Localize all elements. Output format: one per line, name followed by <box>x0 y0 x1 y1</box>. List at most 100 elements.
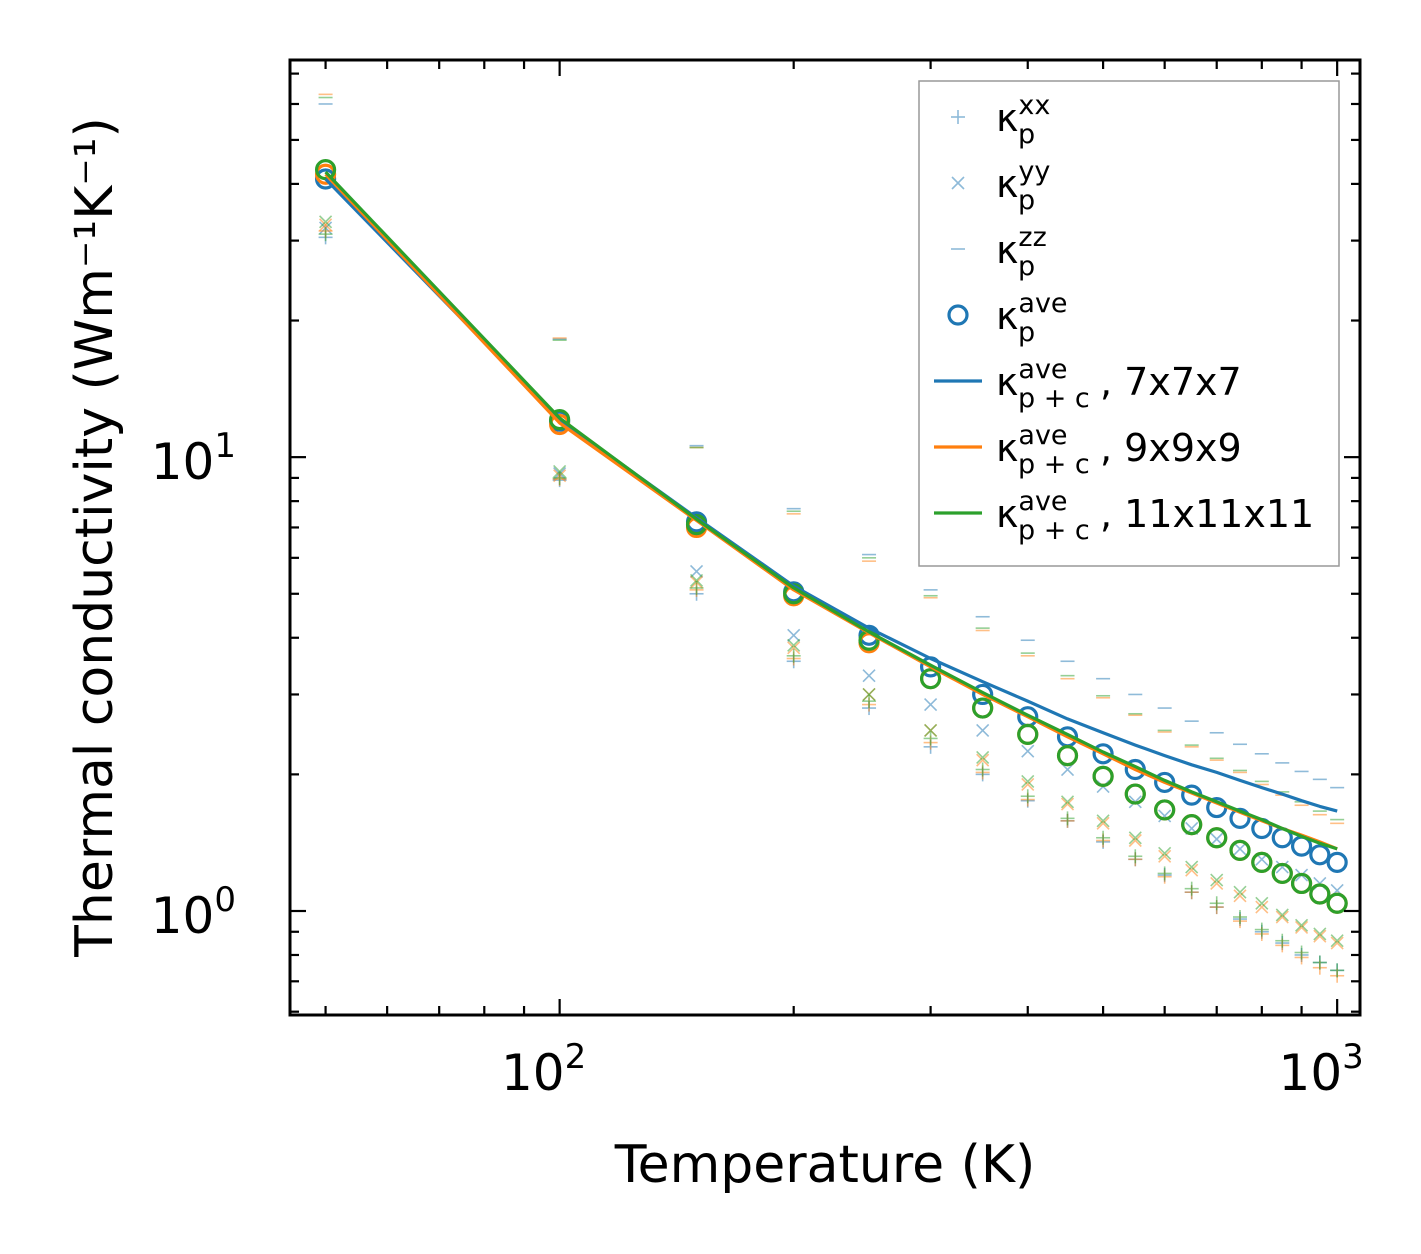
kave-point-11x11x11 <box>1124 783 1146 805</box>
kxx-point-11x11x11 <box>1096 830 1111 845</box>
kxx-point-11x11x11 <box>975 762 990 777</box>
kave-point-11x11x11-ring <box>1154 799 1176 821</box>
kyy-point-11x11x11 <box>1255 896 1269 910</box>
kave-point-11x11x11-ring <box>1251 851 1273 873</box>
kave-point-11x11x11 <box>1229 839 1251 861</box>
kave-point-11x11x11-ring <box>1326 892 1348 914</box>
kave-point-11x11x11-ring <box>1290 872 1313 895</box>
kyy-point-11x11x11 <box>1021 774 1035 788</box>
kxx-point-11x11x11 <box>1157 866 1172 881</box>
kyy-point-11x11x11 <box>1275 908 1289 922</box>
legend-label-suffix: , 11x11x11 <box>1100 492 1314 536</box>
kyy-point-11x11x11-b <box>1233 885 1247 899</box>
kave-point-11x11x11 <box>1017 723 1039 745</box>
kave-point-11x11x11-ring <box>1206 827 1228 849</box>
kave-point-11x11x11-ring <box>549 408 571 431</box>
kyy-point-11x11x11-b <box>787 638 801 652</box>
legend-label: κzz <box>996 222 1047 272</box>
kyy-point-11x11x11 <box>924 723 938 737</box>
kxx-point-11x11x11 <box>1312 955 1327 970</box>
kyy-point-9x9x9-b <box>1185 863 1199 877</box>
x-axis-label: Temperature (K) <box>614 1135 1036 1195</box>
kyy-point-11x11x11 <box>976 750 990 764</box>
kyy-point-9x9x9-b <box>1210 876 1224 891</box>
kyy-point-7x7x7-b <box>1060 762 1075 777</box>
legend-cross-swatch <box>951 176 965 190</box>
legend-circle-swatch-ring <box>947 304 969 326</box>
kyy-point-11x11x11-b <box>1275 908 1289 922</box>
kyy-point-9x9x9 <box>1185 863 1199 877</box>
kyy-point-9x9x9 <box>1255 900 1269 914</box>
kyy-point-7x7x7-b <box>787 628 801 642</box>
kyy-point-11x11x11 <box>1330 934 1344 948</box>
legend-label-sub: p <box>1018 185 1035 216</box>
kyy-point-11x11x11-b <box>976 750 990 764</box>
kyy-point-7x7x7 <box>1021 744 1035 758</box>
kave-point-7x7x7-ring <box>1229 807 1251 829</box>
kave-point-11x11x11-ring <box>920 668 942 690</box>
kyy-point-9x9x9 <box>1158 849 1172 863</box>
kyy-point-9x9x9-b <box>319 218 333 232</box>
kyy-point-9x9x9-b <box>1295 920 1309 935</box>
axes-frame <box>288 58 1362 1017</box>
kyy-point-11x11x11 <box>1158 846 1172 860</box>
kyy-point-7x7x7 <box>924 698 938 712</box>
legend-cross-swatch-b <box>951 176 965 190</box>
kave-point-11x11x11-ring <box>1229 839 1251 861</box>
kyy-point-11x11x11-b <box>1185 860 1199 874</box>
kyy-point-9x9x9-b <box>1275 910 1289 924</box>
kyy-point-7x7x7 <box>787 628 801 642</box>
kave-point-11x11x11 <box>1326 892 1348 914</box>
legend-plus-swatch <box>951 110 965 124</box>
kave-series-11x11x11 <box>314 159 1348 914</box>
x-tick-label: 103 <box>1279 1037 1364 1102</box>
legend-label-sub: p <box>1018 119 1035 150</box>
kyy-point-9x9x9 <box>1313 929 1327 943</box>
kyy-point-11x11x11-b <box>862 687 876 702</box>
kave-point-7x7x7 <box>1309 844 1331 866</box>
y-axis-label: Thermal conductivity (Wm⁻¹K⁻¹) <box>65 117 125 958</box>
legend-label: κave <box>996 420 1068 470</box>
kyy-point-7x7x7 <box>1275 860 1289 874</box>
kave-point-11x11x11 <box>1181 814 1203 836</box>
legend-box <box>918 80 1340 567</box>
kyy-point-7x7x7-b <box>1210 832 1224 846</box>
kave-point-7x7x7 <box>972 683 994 706</box>
kave-point-11x11x11-ring <box>1271 862 1293 885</box>
kyy-point-7x7x7 <box>862 669 876 683</box>
kxx-point-11x11x11 <box>318 227 333 242</box>
kave-point-11x11x11 <box>314 159 337 181</box>
kave-point-11x11x11-ring <box>1017 723 1039 745</box>
legend-label: κxx <box>996 90 1050 140</box>
kyy-point-11x11x11-b <box>319 215 333 229</box>
kave-point-7x7x7-ring <box>1154 771 1176 794</box>
kxx-point-11x11x11 <box>1184 881 1199 896</box>
legend-label-sub: p + c <box>1018 515 1090 546</box>
plot-area <box>314 93 1348 983</box>
kyy-point-11x11x11-b <box>1060 795 1075 809</box>
kxx-point-11x11x11 <box>552 470 567 485</box>
kyy-point-11x11x11 <box>689 573 704 588</box>
kxx-point-11x11x11 <box>689 580 704 595</box>
kave-point-11x11x11 <box>920 668 942 690</box>
kyy-point-9x9x9-b <box>976 753 990 767</box>
legend-circle-swatch <box>947 304 969 326</box>
kave-point-7x7x7-ring <box>1092 743 1114 765</box>
kxx-point-11x11x11 <box>1330 963 1345 978</box>
kyy-point-7x7x7-b <box>862 669 876 683</box>
kyy-point-9x9x9-b <box>1158 849 1172 863</box>
kyy-point-11x11x11 <box>1185 860 1199 874</box>
kyy-point-11x11x11-b <box>1021 774 1035 788</box>
kyy-point-9x9x9 <box>1210 876 1224 891</box>
kyy-point-7x7x7-b <box>1233 842 1247 856</box>
kyy-point-11x11x11-b <box>553 464 567 479</box>
kxx-point-11x11x11 <box>786 648 801 663</box>
kave-point-7x7x7-ring <box>972 683 994 706</box>
legend-label-suffix: , 9x9x9 <box>1100 426 1242 470</box>
legend-label: κave <box>996 486 1068 536</box>
kave-point-11x11x11-ring <box>1124 783 1146 805</box>
kyy-point-11x11x11-b <box>1158 846 1172 860</box>
kyy-point-9x9x9-b <box>1021 777 1035 792</box>
